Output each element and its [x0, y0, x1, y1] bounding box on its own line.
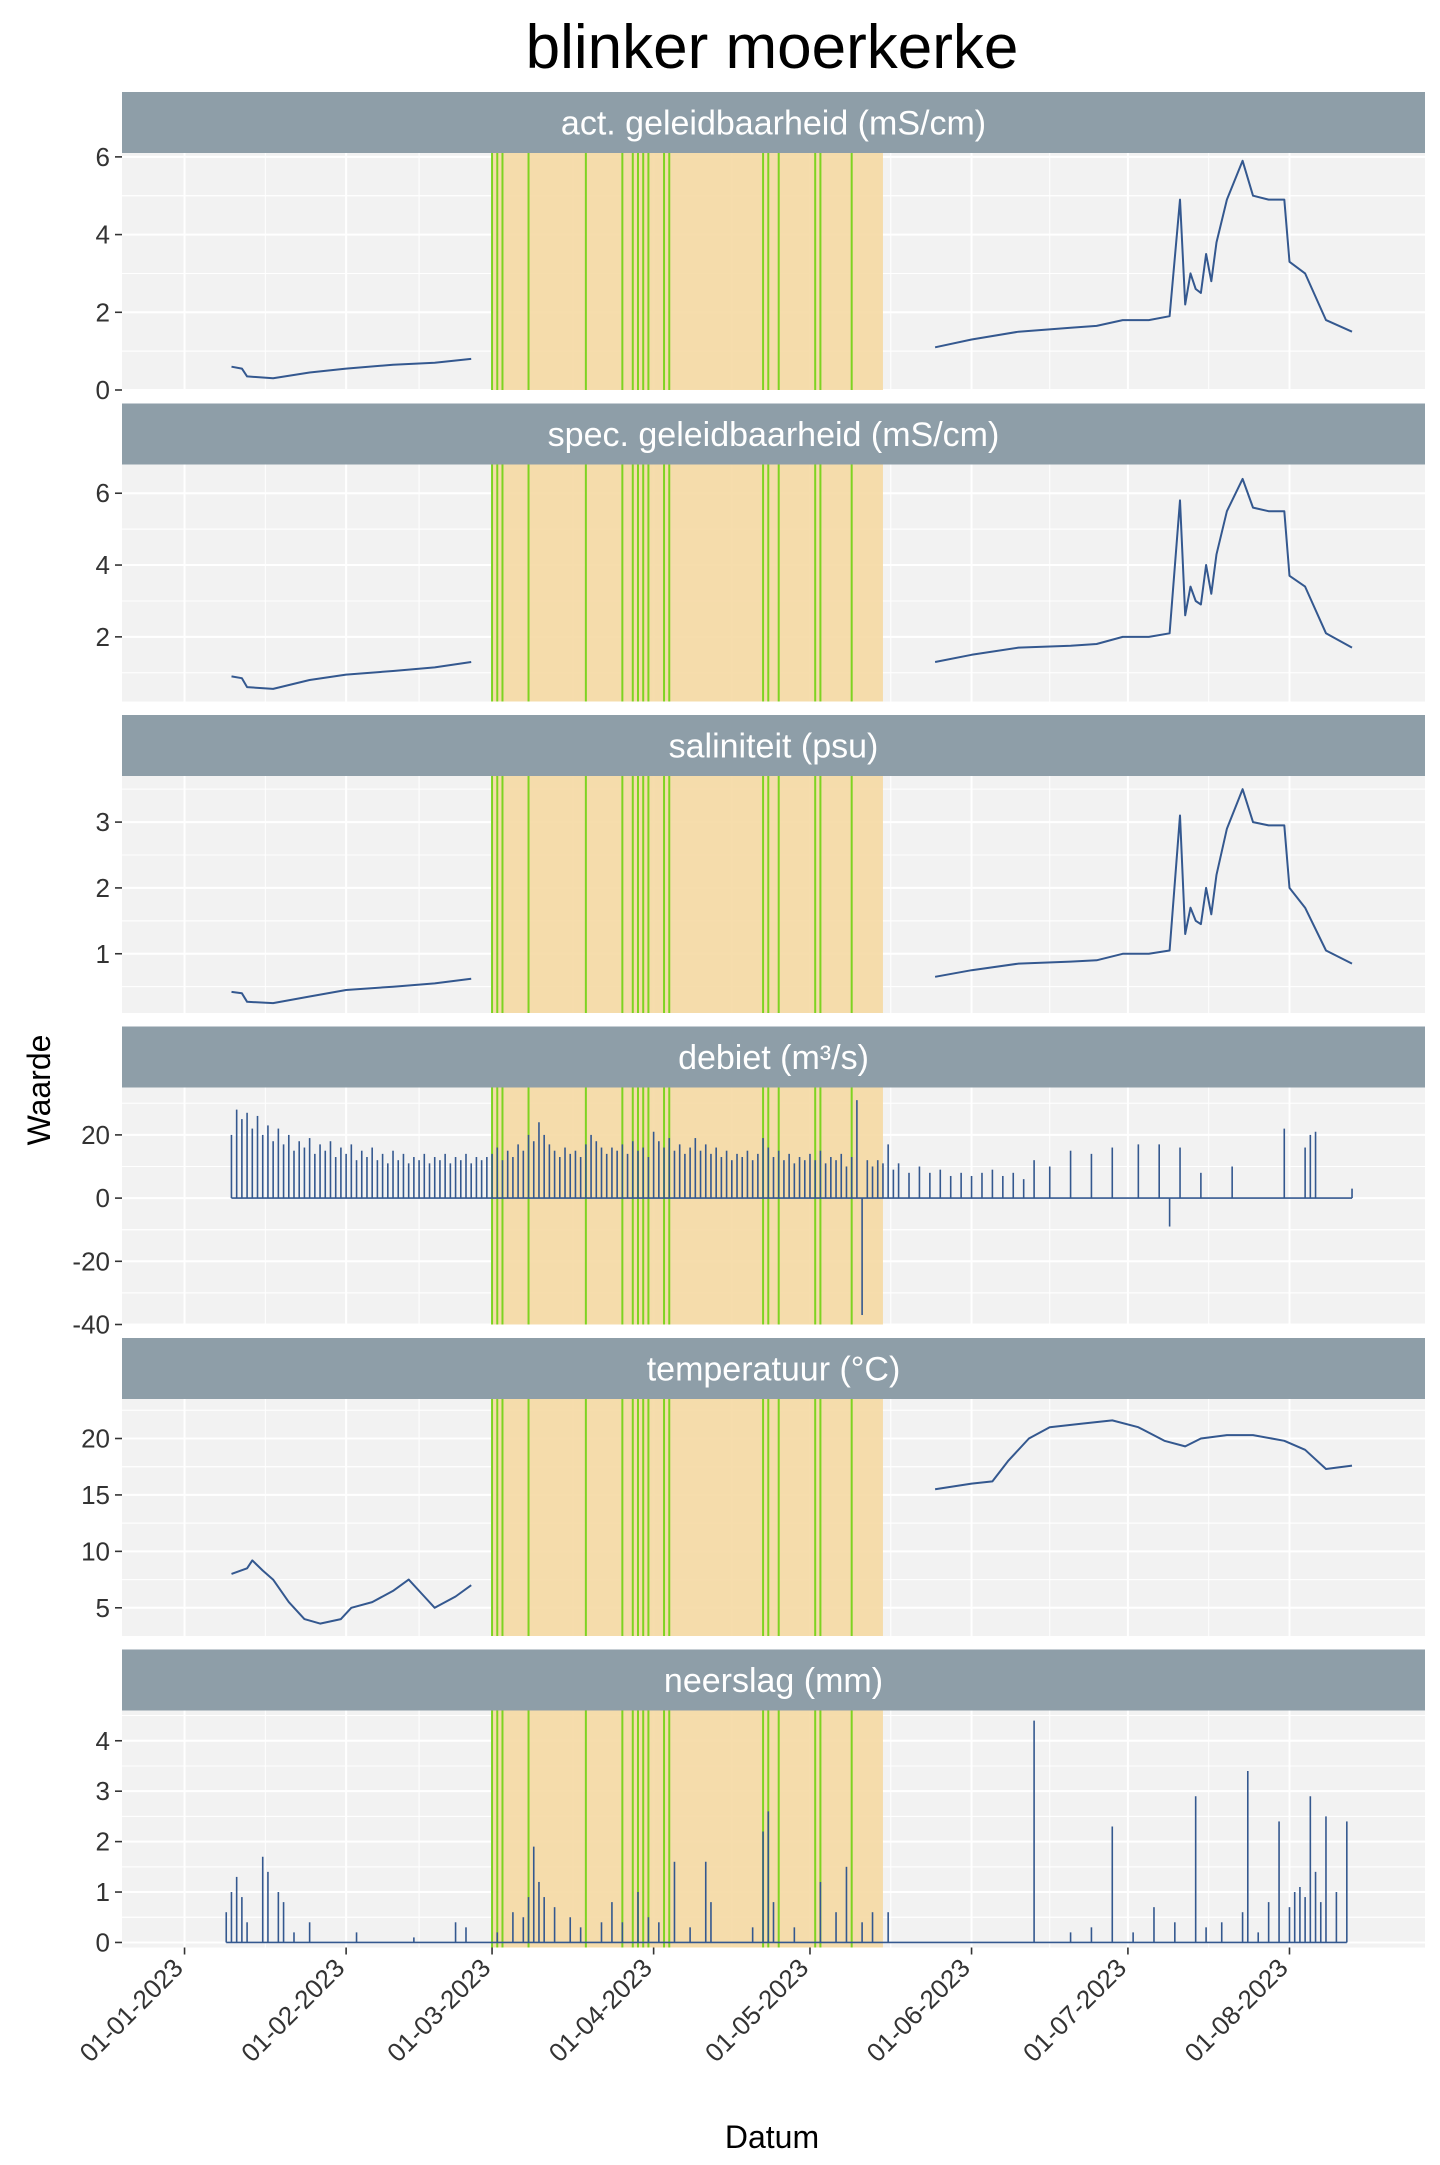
strip-act — [122, 92, 1425, 153]
panel-act: act. geleidbaarheid (mS/cm) 0 2 4 6 — [96, 92, 1425, 405]
y-axis-temp: 5 10 15 20 — [81, 1424, 122, 1623]
event-lines — [491, 776, 853, 1013]
y-axis-neerslag: 0 1 2 3 4 — [96, 1726, 122, 1957]
x-tick-label: 01-07-2023 — [1017, 1953, 1132, 2068]
y-tick-label: 4 — [96, 1726, 110, 1756]
event-lines — [491, 1087, 853, 1325]
highlight-band — [492, 1399, 883, 1636]
series-line — [934, 788, 1353, 978]
y-tick-label: 3 — [96, 807, 110, 837]
y-tick-label: -20 — [72, 1246, 110, 1276]
x-tick-label: 01-03-2023 — [381, 1953, 496, 2068]
panel-sal: saliniteit (psu) 1 2 3 — [96, 715, 1425, 1013]
strip-sal — [122, 715, 1425, 776]
series-line — [934, 477, 1353, 663]
series-line — [231, 661, 472, 690]
strip-spec — [122, 403, 1425, 465]
x-tick-label: 01-06-2023 — [861, 1953, 976, 2068]
strip-label-temp: temperatuur (°C) — [647, 1351, 901, 1389]
y-tick-label: 2 — [96, 622, 110, 652]
strip-label-neerslag: neerslag (mm) — [664, 1662, 883, 1700]
y-tick-label: 0 — [96, 1183, 110, 1213]
x-tick-label: 01-04-2023 — [543, 1953, 658, 2068]
y-tick-label: 6 — [96, 142, 110, 172]
highlight-band — [492, 1087, 883, 1325]
y-tick-label: 0 — [96, 375, 110, 405]
highlight-band — [492, 153, 883, 390]
series-line — [231, 357, 472, 380]
series-neerslag — [225, 1720, 1348, 1944]
strip-temp — [122, 1338, 1425, 1399]
y-tick-label: 5 — [96, 1593, 110, 1623]
chart-title: blinker moerkerke — [526, 13, 1019, 82]
strip-label-debiet: debiet (m³/s) — [678, 1039, 869, 1077]
series-spec — [231, 477, 1353, 690]
y-tick-label: 1 — [96, 1877, 110, 1907]
panel-spec: spec. geleidbaarheid (mS/cm) 2 4 6 — [96, 403, 1425, 702]
y-axis-debiet: -40 -20 0 20 — [72, 1120, 122, 1340]
panel-debiet: debiet (m³/s) -40 -20 0 20 — [72, 1026, 1425, 1340]
series-line — [231, 1559, 472, 1625]
y-axis-sal: 1 2 3 — [96, 807, 122, 969]
y-tick-label: 4 — [96, 220, 110, 250]
y-tick-label: 10 — [81, 1536, 110, 1566]
event-lines — [491, 464, 853, 702]
y-tick-label: -40 — [72, 1310, 110, 1340]
highlight-band — [492, 776, 883, 1013]
series-temp — [231, 1419, 1353, 1625]
strip-neerslag — [122, 1649, 1425, 1711]
series-sal — [231, 788, 1353, 1005]
y-tick-label: 20 — [81, 1120, 110, 1150]
y-tick-label: 1 — [96, 939, 110, 969]
x-tick-label: 01-08-2023 — [1178, 1953, 1293, 2068]
event-lines — [491, 1710, 853, 1948]
y-tick-label: 2 — [96, 297, 110, 327]
x-tick-label: 01-02-2023 — [235, 1953, 350, 2068]
y-tick-label: 20 — [81, 1424, 110, 1454]
panel-temp: temperatuur (°C) 5 10 15 20 — [81, 1338, 1425, 1636]
x-axis: 01-01-2023 01-02-2023 01-03-2023 01-04-2023… — [74, 1947, 1294, 2068]
y-axis-spec: 2 4 6 — [96, 478, 122, 652]
series-line — [934, 159, 1353, 349]
y-axis-title: Waarde — [21, 1035, 57, 1146]
strip-label-spec: spec. geleidbaarheid (mS/cm) — [548, 416, 1000, 454]
series-line — [934, 1419, 1353, 1491]
highlight-band — [492, 464, 883, 702]
event-lines — [491, 153, 853, 390]
panel-neerslag: neerslag (mm) 0 1 2 3 4 — [96, 1649, 1425, 1957]
x-axis-title: Datum — [725, 2119, 819, 2155]
y-tick-label: 3 — [96, 1776, 110, 1806]
highlight-band — [492, 1710, 883, 1948]
series-debiet — [230, 1100, 1353, 1316]
x-tick-label: 01-05-2023 — [699, 1953, 814, 2068]
strip-label-act: act. geleidbaarheid (mS/cm) — [561, 105, 986, 143]
series-act — [231, 159, 1353, 380]
y-tick-label: 6 — [96, 478, 110, 508]
y-tick-label: 15 — [81, 1480, 110, 1510]
x-tick-label: 01-01-2023 — [74, 1953, 189, 2068]
strip-label-sal: saliniteit (psu) — [669, 728, 879, 766]
y-tick-label: 4 — [96, 550, 110, 580]
event-lines — [491, 1399, 853, 1636]
y-tick-label: 0 — [96, 1927, 110, 1957]
y-tick-label: 2 — [96, 1827, 110, 1857]
series-line — [231, 977, 472, 1005]
strip-debiet — [122, 1026, 1425, 1088]
y-tick-label: 2 — [96, 873, 110, 903]
y-axis-act: 0 2 4 6 — [96, 142, 122, 405]
